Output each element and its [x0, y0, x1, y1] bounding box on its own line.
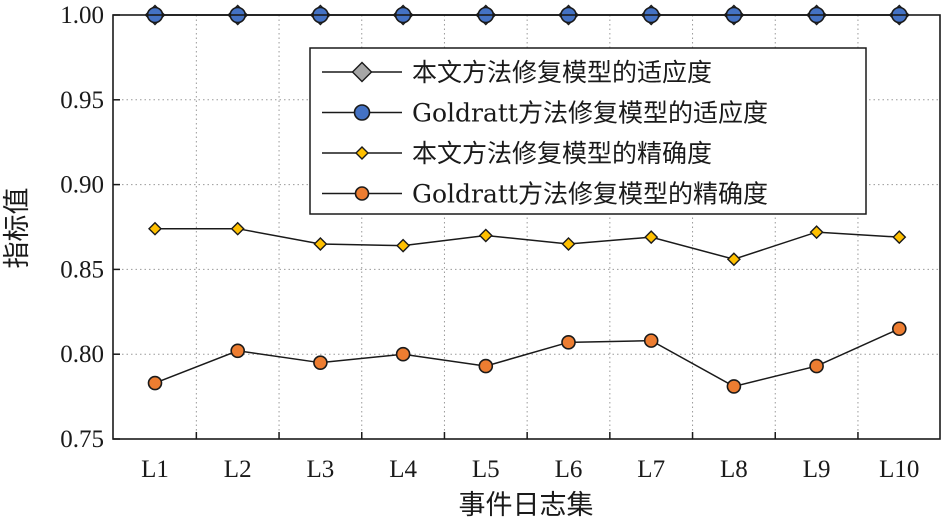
x-axis-title: 事件日志集 [459, 490, 594, 521]
x-tick-label: L7 [637, 456, 665, 483]
y-tick-label: 1.00 [60, 2, 104, 29]
x-tick-label: L9 [803, 456, 831, 483]
data-point [230, 343, 245, 359]
y-tick-label: 0.85 [60, 256, 104, 283]
y-axis-title: 指标值 [2, 188, 33, 269]
x-tick-label: L10 [879, 456, 919, 483]
data-point [561, 335, 576, 350]
x-tick-label: L8 [720, 456, 748, 483]
x-tick-label: L3 [307, 456, 335, 483]
plot-frame [112, 14, 941, 440]
data-point [892, 230, 907, 245]
y-tick-label: 0.80 [60, 341, 104, 368]
legend-item: 本文方法修复模型的精确度 [322, 139, 712, 168]
series-3 [147, 321, 907, 394]
x-tick-label: L6 [555, 456, 583, 483]
data-point [809, 225, 824, 240]
y-tick-label: 0.90 [60, 172, 104, 199]
data-point [478, 358, 494, 374]
data-point [148, 221, 162, 236]
data-point [395, 346, 411, 362]
legend-label: 本文方法修复模型的精确度 [412, 139, 712, 168]
legend-marker [353, 104, 371, 121]
data-point [230, 221, 245, 236]
legend-label: 本文方法修复模型的适应度 [412, 58, 712, 87]
x-tick-label: L1 [141, 456, 169, 483]
series-line [155, 227, 900, 261]
legend-label: Goldratt方法修复模型的适应度 [412, 99, 768, 128]
legend-item: Goldratt方法修复模型的精确度 [322, 180, 768, 209]
x-axis-ticks: L1 L2 L3 L4 L5 L6 L7 L8 L9 L10 [141, 432, 919, 483]
data-point [313, 236, 328, 251]
y-axis-ticks: 0.75 0.80 0.85 0.90 0.95 1.00 [60, 2, 120, 453]
x-tick-label: L2 [224, 456, 252, 483]
data-point [891, 321, 907, 337]
legend-marker [355, 146, 369, 160]
legend-item: Goldratt方法修复模型的适应度 [322, 99, 768, 128]
data-point [644, 230, 659, 245]
data-point [478, 228, 493, 243]
x-tick-label: L5 [472, 456, 500, 483]
data-point [643, 333, 659, 348]
data-point [396, 238, 411, 253]
data-point [726, 252, 741, 267]
series-2 [148, 221, 907, 267]
legend-box [309, 47, 867, 215]
series-line [154, 328, 900, 388]
legend-marker [354, 186, 370, 201]
data-point [313, 355, 328, 370]
data-point [561, 236, 576, 251]
data-point [809, 358, 824, 374]
legend-marker [351, 61, 373, 83]
y-tick-label: 0.95 [60, 87, 104, 114]
legend-item: 本文方法修复模型的适应度 [322, 58, 712, 87]
data-point [726, 379, 742, 394]
legend: 本文方法修复模型的适应度 Goldratt方法修复模型的适应度本文方法修复模型的精… [309, 47, 867, 215]
legend-label: Goldratt方法修复模型的精确度 [412, 180, 768, 209]
x-tick-label: L4 [389, 456, 417, 483]
y-tick-label: 0.75 [60, 426, 104, 453]
data-point [147, 375, 163, 391]
